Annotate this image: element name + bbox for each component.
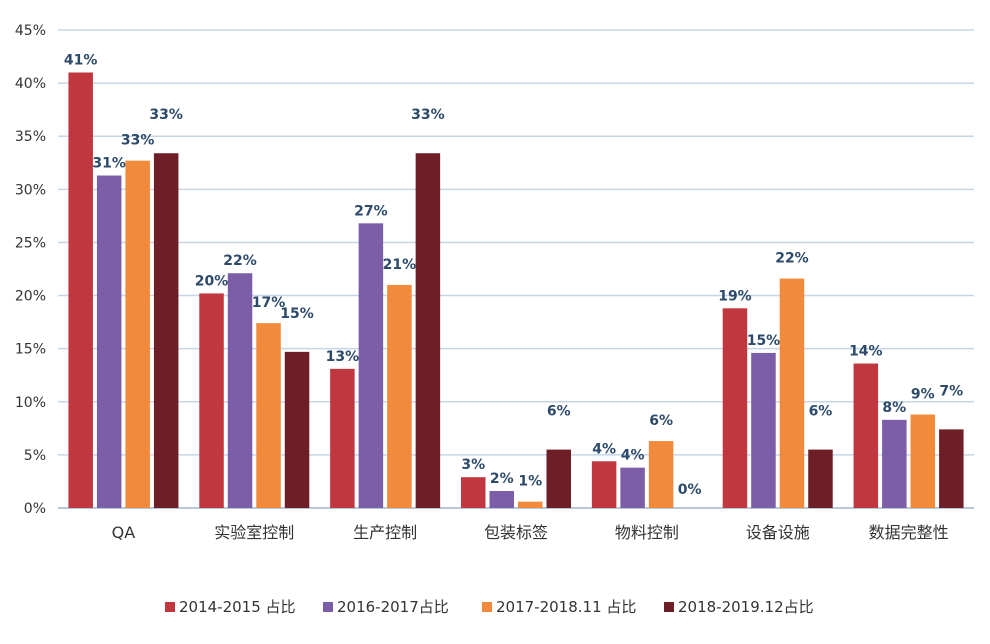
legend-label: 2018-2019.12占比 (678, 598, 814, 616)
bar (939, 429, 964, 508)
y-tick-label: 0% (24, 501, 46, 517)
bar (779, 278, 805, 508)
data-label: 20% (195, 273, 229, 289)
y-tick-label: 45% (15, 23, 46, 39)
x-tick-label: 生产控制 (353, 523, 417, 542)
y-tick-label: 5% (24, 448, 46, 464)
data-label: 1% (518, 474, 542, 490)
bar (153, 153, 179, 508)
bar (125, 160, 150, 509)
bar (199, 293, 224, 508)
bar (256, 323, 281, 508)
bar (910, 414, 936, 508)
data-label: 6% (649, 413, 673, 429)
data-label: 33% (149, 107, 183, 123)
y-tick-label: 35% (15, 129, 46, 145)
data-label: 6% (809, 404, 833, 420)
bar (591, 461, 617, 508)
y-tick-label: 10% (15, 395, 46, 411)
data-label: 17% (252, 295, 286, 311)
data-label: 15% (280, 306, 314, 322)
bar (648, 441, 674, 508)
bar (227, 273, 253, 508)
data-label: 14% (849, 344, 883, 360)
data-label: 13% (326, 349, 360, 365)
x-tick-label: 实验室控制 (214, 523, 294, 542)
bar (330, 368, 355, 508)
legend-swatch (165, 602, 175, 612)
x-tick-label: QA (112, 523, 136, 542)
x-axis: QA 实验室控制 生产控制 包装标签 物料控制 设备设施 数据完整性 (112, 523, 949, 542)
bar (68, 72, 93, 508)
data-label: 21% (383, 257, 417, 273)
bar (882, 419, 907, 508)
y-tick-label: 40% (15, 76, 46, 92)
data-label: 22% (223, 253, 257, 269)
y-axis: 0% 5% 10% 15% 20% 25% 30% 35% 40% 45% (15, 23, 46, 517)
legend-label: 2017-2018.11 占比 (496, 598, 636, 616)
bar (722, 308, 748, 508)
bar (96, 175, 122, 508)
data-label: 31% (92, 156, 126, 172)
data-label: 4% (592, 441, 616, 457)
data-label: 7% (939, 383, 963, 399)
data-label: 0% (678, 482, 702, 498)
bar (461, 477, 486, 508)
x-tick-label: 物料控制 (615, 523, 679, 542)
data-label: 41% (64, 52, 98, 68)
bar (751, 352, 776, 508)
gridlines (58, 29, 974, 509)
bars (68, 72, 964, 509)
data-label: 15% (747, 333, 781, 349)
y-tick-label: 20% (15, 289, 46, 305)
data-label: 27% (354, 203, 388, 219)
bar (489, 491, 514, 508)
data-label: 4% (621, 448, 645, 464)
data-label: 6% (547, 404, 571, 420)
bar (620, 467, 645, 508)
bar (284, 351, 310, 508)
legend-swatch (323, 602, 333, 612)
bar (387, 284, 412, 508)
x-tick-label: 设备设施 (746, 523, 810, 542)
data-label: 3% (461, 457, 485, 473)
legend-label: 2014-2015 占比 (179, 598, 296, 616)
data-label: 2% (490, 471, 514, 487)
x-tick-label: 数据完整性 (869, 523, 949, 542)
y-tick-label: 25% (15, 235, 46, 251)
bar (415, 153, 441, 508)
data-labels: 41%31%33%33%20%22%17%15%13%27%21%33%3%2%… (64, 52, 963, 498)
x-tick-label: 包装标签 (484, 523, 548, 542)
bar (808, 449, 833, 508)
data-label: 33% (411, 107, 445, 123)
bar (358, 223, 384, 508)
legend-swatch (664, 602, 674, 612)
data-label: 8% (882, 400, 906, 416)
legend-label: 2016-2017占比 (337, 598, 449, 616)
bar (518, 501, 543, 508)
legend: 2014-2015 占比 2016-2017占比 2017-2018.11 占比 20… (165, 598, 814, 616)
y-tick-label: 30% (15, 182, 46, 198)
bar (853, 363, 879, 508)
y-tick-label: 15% (15, 342, 46, 358)
data-label: 9% (911, 387, 935, 403)
legend-swatch (482, 602, 492, 612)
bar (546, 449, 571, 508)
data-label: 33% (121, 133, 155, 149)
data-label: 19% (718, 288, 752, 304)
data-label: 22% (775, 251, 809, 267)
